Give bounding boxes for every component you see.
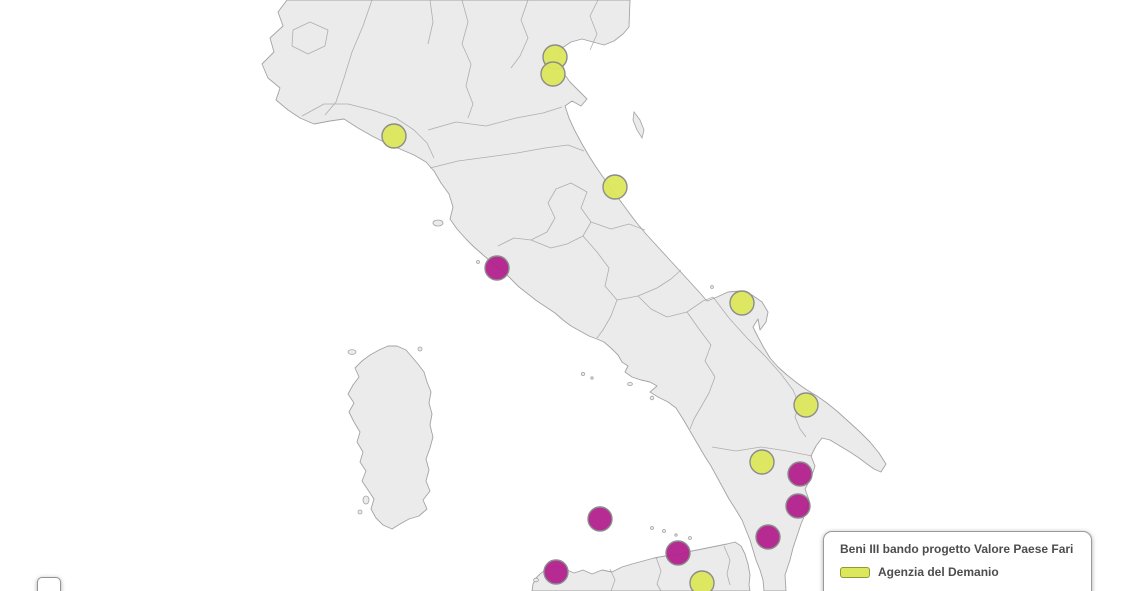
map-marker-other[interactable] (665, 540, 691, 566)
markers-layer (381, 44, 819, 591)
map-marker-agenzia-del-demanio[interactable] (689, 570, 715, 591)
small-islands (347, 110, 714, 583)
map-marker-agenzia-del-demanio[interactable] (793, 392, 819, 418)
map-marker-other[interactable] (787, 461, 813, 487)
legend-item-label: Agenzia del Demanio (878, 565, 999, 579)
legend-panel: Beni III bando progetto Valore Paese Far… (823, 531, 1092, 591)
sardinia (347, 345, 434, 530)
map-zoom-control[interactable] (37, 577, 61, 591)
legend-title: Beni III bando progetto Valore Paese Far… (840, 542, 1074, 556)
map-marker-other[interactable] (755, 524, 781, 550)
legend-item: Agenzia del Demanio (840, 565, 1077, 579)
map-marker-other[interactable] (484, 255, 510, 281)
region-borders (291, 0, 813, 591)
map-marker-agenzia-del-demanio[interactable] (602, 174, 628, 200)
map-marker-agenzia-del-demanio[interactable] (381, 123, 407, 149)
map-marker-agenzia-del-demanio[interactable] (749, 449, 775, 475)
map-marker-other[interactable] (543, 559, 569, 585)
map-marker-agenzia-del-demanio[interactable] (540, 61, 566, 87)
italy-mainland (261, 0, 887, 591)
map-marker-other[interactable] (587, 506, 613, 532)
map-marker-agenzia-del-demanio[interactable] (729, 290, 755, 316)
map-marker-other[interactable] (785, 493, 811, 519)
legend-swatch-agenzia-del-demanio (840, 566, 870, 578)
